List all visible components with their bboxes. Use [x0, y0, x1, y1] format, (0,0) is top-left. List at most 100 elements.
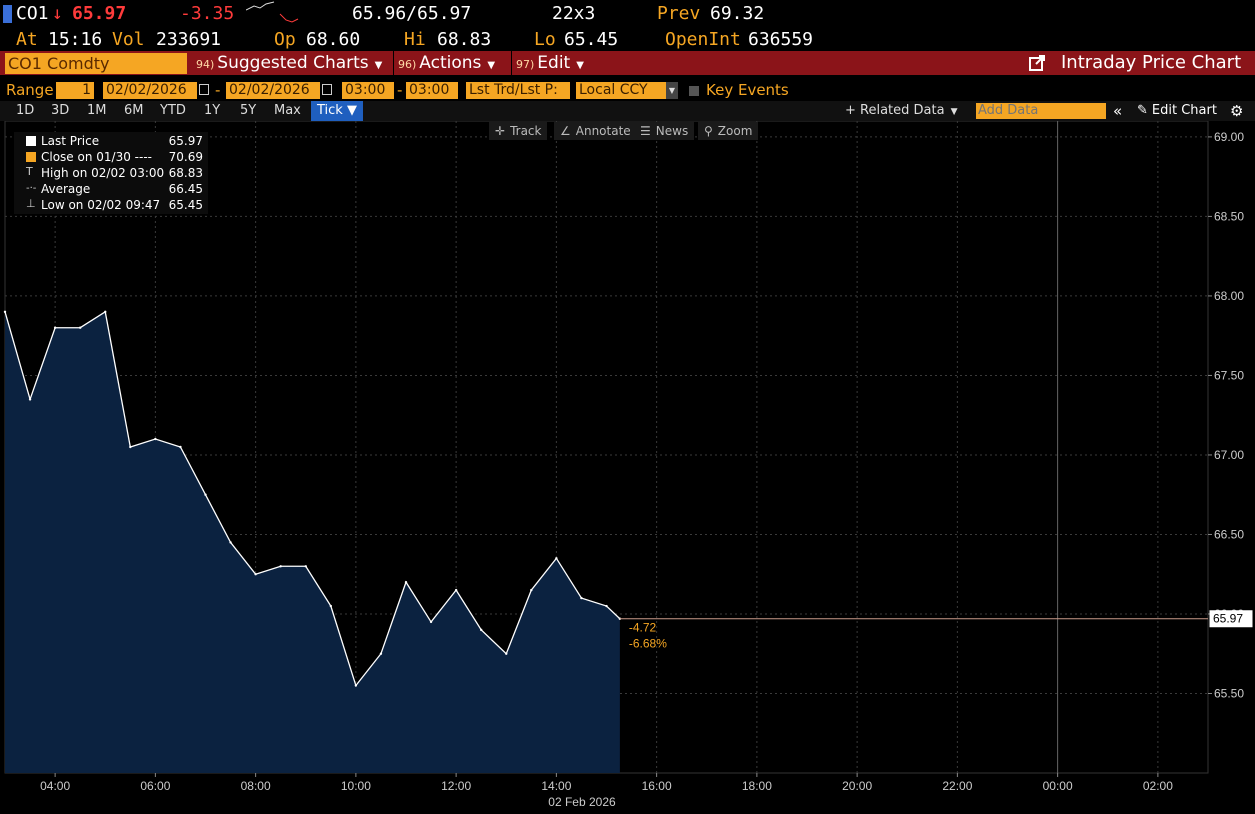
calendar-icon[interactable]	[199, 84, 209, 95]
legend-label: Last Price	[41, 134, 100, 148]
y-tick-label: 67.50	[1214, 368, 1244, 382]
price-point	[530, 588, 533, 592]
y-tick-label: 65.50	[1214, 686, 1244, 700]
chart-legend: Last Price 65.97 Close on 01/30 ---- 70.…	[14, 132, 208, 214]
x-tick-label: 18:00	[742, 779, 772, 793]
zoom-label: Zoom	[717, 124, 753, 138]
legend-row-average[interactable]: -·- Average 66.45	[14, 181, 208, 197]
x-tick-label: 02:00	[1143, 779, 1173, 793]
zoom-button[interactable]: ⚲ Zoom	[698, 122, 759, 140]
average-marker-icon: -·-	[26, 183, 37, 194]
high-price: 68.83	[437, 29, 492, 50]
key-events-checkbox[interactable]	[689, 86, 699, 96]
annotate-button[interactable]: ∠ Annotate	[554, 122, 637, 140]
x-tick-label: 10:00	[341, 779, 371, 793]
end-time-input[interactable]: 03:00	[406, 82, 458, 99]
quote-row-1: CO1 ↓ 65.97 -3.35 65.96/65.97 22x3 Prev …	[0, 0, 1255, 26]
open-price: 68.60	[306, 29, 361, 50]
security-input[interactable]: CO1 Comdty	[5, 53, 187, 74]
last-price: 65.97	[72, 3, 127, 24]
high-marker-icon: T	[26, 165, 33, 178]
tab-1d[interactable]: 1D	[16, 103, 35, 118]
edit-chart-button[interactable]: ✎ Edit Chart	[1137, 101, 1217, 121]
popout-icon[interactable]	[1028, 54, 1046, 72]
y-tick-label: 68.50	[1214, 209, 1244, 223]
sparkline-icon	[246, 1, 299, 23]
end-date-input[interactable]: 02/02/2026	[226, 82, 320, 99]
price-point	[3, 310, 7, 314]
tab-3d[interactable]: 3D	[51, 103, 70, 118]
field-select[interactable]: Lst Trd/Lst P:	[466, 82, 570, 99]
price-point	[304, 565, 307, 568]
caret-down-icon[interactable]: ▼	[666, 82, 678, 99]
news-label: News	[655, 124, 689, 138]
quote-row-2: At 15:16 Vol 233691 Op 68.60 Hi 68.83 Lo…	[0, 26, 1255, 52]
price-point	[254, 573, 257, 576]
start-date-input[interactable]: 02/02/2026	[103, 82, 197, 99]
price-point	[28, 398, 32, 401]
legend-value: 65.45	[168, 198, 203, 212]
y-tick-label: 68.00	[1214, 289, 1244, 303]
legend-swatch	[26, 136, 36, 146]
gear-icon[interactable]: ⚙	[1230, 102, 1244, 120]
low-price: 65.45	[564, 29, 619, 50]
price-chart[interactable]: 65.5066.0066.5067.0067.5068.0068.5069.00…	[0, 121, 1255, 814]
edit-menu[interactable]: 97) Edit ▼	[511, 51, 592, 75]
menu-label: Suggested Charts	[217, 53, 369, 73]
legend-label: High on 02/02 03:00	[41, 166, 165, 180]
start-time-input[interactable]: 03:00	[342, 82, 394, 99]
tab-max[interactable]: Max	[274, 103, 301, 118]
news-button[interactable]: ☰ News	[634, 122, 695, 140]
tab-tick[interactable]: Tick ▼	[311, 101, 363, 121]
price-point	[505, 652, 508, 655]
price-point	[154, 437, 157, 441]
legend-label: Close on 01/30 ----	[41, 150, 152, 164]
time-separator: -	[397, 81, 403, 99]
price-point	[279, 565, 282, 568]
range-label: Range	[6, 81, 54, 99]
window-title: Intraday Price Chart	[1061, 52, 1242, 73]
open-label: Op	[274, 29, 296, 50]
y-tick-label: 66.50	[1214, 527, 1244, 541]
legend-row-last-price[interactable]: Last Price 65.97	[14, 133, 208, 149]
suggested-charts-menu[interactable]: 94) Suggested Charts ▼	[192, 51, 391, 75]
tab-ytd[interactable]: YTD	[160, 103, 186, 118]
related-data-button[interactable]: + Related Data ▼	[845, 101, 958, 121]
caret-down-icon: ▼	[487, 60, 496, 71]
y-tick-label: 67.00	[1214, 448, 1244, 462]
legend-row-low[interactable]: ⊥ Low on 02/02 09:47 65.45	[14, 197, 208, 213]
ticker-marker	[3, 5, 12, 23]
track-label: Track	[510, 124, 542, 138]
currency-select[interactable]: Local CCY	[576, 82, 666, 99]
x-tick-label: 22:00	[942, 779, 972, 793]
price-point	[454, 588, 458, 592]
last-price-tag	[1209, 610, 1253, 628]
caret-down-icon: ▼	[950, 107, 958, 117]
menu-number: 97)	[516, 58, 535, 71]
menu-label: Actions	[419, 53, 482, 73]
x-tick-label: 20:00	[842, 779, 872, 793]
x-tick-label: 14:00	[541, 779, 571, 793]
legend-row-high[interactable]: T High on 02/02 03:00 68.83	[14, 165, 208, 181]
price-point	[580, 596, 583, 600]
caret-down-icon: ▼	[374, 60, 383, 71]
news-icon: ☰	[640, 124, 651, 138]
legend-row-close[interactable]: Close on 01/30 ---- 70.69	[14, 149, 208, 165]
x-axis-label: 02 Feb 2026	[548, 795, 616, 809]
pct-change-annotation: -6.68%	[629, 637, 667, 651]
vol-label: Vol	[112, 29, 145, 50]
x-tick-label: 00:00	[1043, 779, 1073, 793]
tab-1m[interactable]: 1M	[87, 103, 107, 118]
track-button[interactable]: ✛ Track	[489, 122, 548, 140]
collapse-icon[interactable]: «	[1113, 102, 1123, 120]
tab-6m[interactable]: 6M	[124, 103, 144, 118]
calendar-icon[interactable]	[322, 84, 332, 95]
tab-1y[interactable]: 1Y	[204, 103, 221, 118]
add-data-input[interactable]	[976, 103, 1106, 119]
actions-menu[interactable]: 96) Actions ▼	[393, 51, 504, 75]
tab-5y[interactable]: 5Y	[240, 103, 257, 118]
low-marker-icon: ⊥	[26, 197, 36, 210]
x-tick-label: 08:00	[241, 779, 271, 793]
range-count-input[interactable]: 1	[56, 82, 94, 99]
last-price-tag-label: 65.97	[1213, 612, 1243, 626]
